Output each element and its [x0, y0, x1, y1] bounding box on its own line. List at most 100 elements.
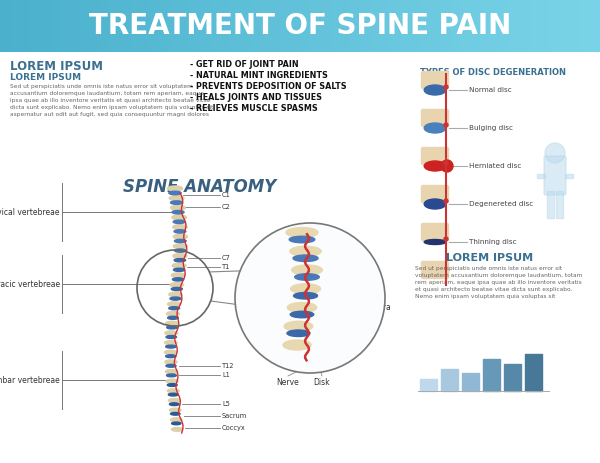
Ellipse shape: [166, 321, 178, 325]
Text: T1: T1: [222, 264, 230, 270]
Bar: [483, 359, 500, 391]
Text: Sed ut perspiciatis unde omnis iste natus error sit
voluptatem accusantium dolor: Sed ut perspiciatis unde omnis iste natu…: [415, 266, 583, 299]
Ellipse shape: [175, 249, 186, 252]
Ellipse shape: [174, 258, 185, 262]
Ellipse shape: [170, 413, 180, 415]
Ellipse shape: [167, 316, 178, 319]
Ellipse shape: [172, 422, 181, 425]
Ellipse shape: [290, 311, 314, 318]
Bar: [330, 0, 341, 52]
Ellipse shape: [166, 379, 178, 383]
Bar: [280, 0, 290, 52]
FancyBboxPatch shape: [544, 156, 566, 195]
Ellipse shape: [289, 236, 315, 243]
Ellipse shape: [172, 263, 186, 268]
Ellipse shape: [170, 408, 181, 412]
Ellipse shape: [169, 196, 184, 200]
Ellipse shape: [172, 215, 187, 220]
Text: C1: C1: [222, 193, 231, 199]
Bar: [420, 0, 431, 52]
Text: Coccyx: Coccyx: [222, 425, 246, 431]
Bar: [490, 0, 500, 52]
Bar: [230, 0, 241, 52]
Bar: [550, 0, 560, 52]
Ellipse shape: [424, 123, 446, 133]
Bar: [380, 0, 391, 52]
Ellipse shape: [169, 307, 179, 310]
Bar: [70, 0, 80, 52]
Ellipse shape: [172, 211, 184, 214]
Ellipse shape: [167, 326, 177, 329]
Circle shape: [444, 85, 448, 89]
Text: Cervical vertebreae: Cervical vertebreae: [0, 208, 60, 217]
Bar: [310, 0, 320, 52]
Ellipse shape: [424, 239, 446, 244]
Text: - GET RID OF JOINT PAIN: - GET RID OF JOINT PAIN: [190, 60, 299, 69]
Text: - NATURAL MINT INGREDIENTS: - NATURAL MINT INGREDIENTS: [190, 71, 328, 80]
Bar: [150, 0, 161, 52]
Ellipse shape: [283, 340, 311, 350]
Text: Nerve: Nerve: [277, 378, 299, 387]
Bar: [290, 0, 301, 52]
Bar: [360, 0, 371, 52]
Ellipse shape: [173, 225, 187, 230]
Ellipse shape: [172, 278, 184, 281]
Bar: [220, 0, 230, 52]
Ellipse shape: [169, 399, 180, 402]
Ellipse shape: [164, 341, 177, 345]
Ellipse shape: [173, 234, 187, 239]
Bar: [560, 0, 571, 52]
Bar: [110, 0, 121, 52]
Bar: [350, 0, 361, 52]
Bar: [420, 379, 437, 391]
Ellipse shape: [167, 389, 179, 393]
Bar: [504, 363, 521, 391]
Ellipse shape: [169, 292, 182, 297]
Text: Disk: Disk: [314, 378, 331, 387]
Bar: [300, 0, 311, 52]
Ellipse shape: [287, 302, 317, 313]
Text: TYPES OF DISC DEGENERATION: TYPES OF DISC DEGENERATION: [420, 68, 566, 77]
Ellipse shape: [166, 312, 179, 316]
Ellipse shape: [175, 239, 186, 243]
Ellipse shape: [172, 427, 183, 431]
Text: Bulging disc: Bulging disc: [469, 125, 513, 131]
Ellipse shape: [167, 302, 181, 307]
Ellipse shape: [295, 274, 319, 280]
Bar: [80, 0, 91, 52]
Ellipse shape: [169, 393, 178, 396]
FancyBboxPatch shape: [421, 262, 449, 279]
FancyBboxPatch shape: [421, 148, 449, 164]
Bar: [170, 0, 181, 52]
Text: Normal disc: Normal disc: [469, 87, 512, 93]
Ellipse shape: [173, 220, 185, 224]
Circle shape: [444, 161, 448, 165]
Ellipse shape: [170, 418, 182, 422]
Bar: [480, 0, 491, 52]
Bar: [540, 0, 551, 52]
Bar: [200, 0, 211, 52]
FancyBboxPatch shape: [421, 71, 449, 88]
Text: C7: C7: [222, 255, 231, 261]
Ellipse shape: [292, 265, 322, 275]
Bar: [180, 0, 191, 52]
FancyBboxPatch shape: [421, 186, 449, 202]
Ellipse shape: [286, 227, 318, 238]
Ellipse shape: [171, 288, 182, 291]
Ellipse shape: [287, 330, 310, 337]
Bar: [0, 52, 600, 463]
Ellipse shape: [293, 255, 318, 262]
Text: T12: T12: [222, 363, 235, 369]
Ellipse shape: [170, 282, 184, 287]
Text: - RELIEVES MUSCLE SPASMS: - RELIEVES MUSCLE SPASMS: [190, 104, 318, 113]
Ellipse shape: [166, 369, 178, 374]
Bar: [441, 369, 458, 391]
Bar: [400, 0, 410, 52]
Text: Vertrbra: Vertrbra: [360, 304, 392, 313]
Bar: [30, 0, 41, 52]
Bar: [570, 0, 581, 52]
Bar: [537, 174, 545, 178]
FancyBboxPatch shape: [421, 110, 449, 126]
Circle shape: [444, 237, 448, 241]
Bar: [100, 0, 110, 52]
